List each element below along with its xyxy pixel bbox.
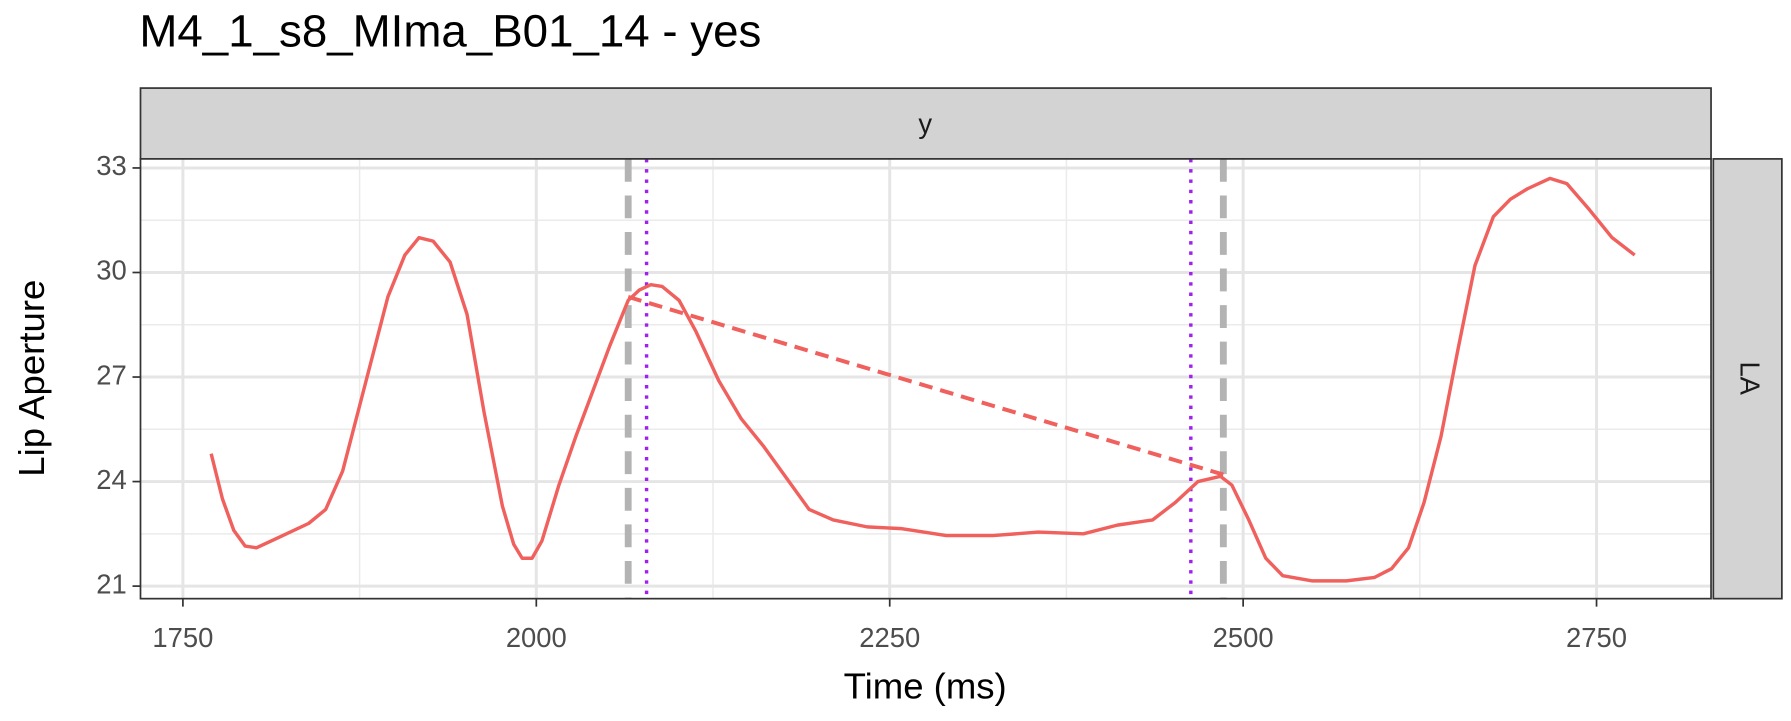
x-tick-label: 2500 xyxy=(1213,622,1274,653)
panel-border xyxy=(139,158,1712,600)
x-tick-label: 2250 xyxy=(859,622,920,653)
y-tick-label: 21 xyxy=(96,568,126,599)
x-tick-label: 2000 xyxy=(506,622,567,653)
segment-line xyxy=(627,294,1224,477)
chart-title: M4_1_s8_MIma_B01_14 - yes xyxy=(139,5,761,56)
x-tick-label: 2750 xyxy=(1566,622,1627,653)
facet-strip-top xyxy=(139,87,1712,160)
data-line xyxy=(209,176,1636,583)
facet-label: y xyxy=(918,108,932,139)
x-axis-label: Time (ms) xyxy=(844,666,1007,707)
facet-label: LA xyxy=(1734,361,1765,395)
y-tick-label: 30 xyxy=(96,255,126,286)
y-tick-label: 33 xyxy=(96,150,126,181)
x-tick-label: 1750 xyxy=(152,622,213,653)
y-tick-label: 27 xyxy=(96,359,126,390)
facet-strip-right xyxy=(1712,158,1783,600)
y-axis-label: Lip Aperture xyxy=(11,280,52,477)
plot-area: 1750 2000 2250 2500 2750 21 24 27 30 33 xyxy=(96,150,1712,653)
panel-background xyxy=(140,158,1712,599)
y-tick-label: 24 xyxy=(96,464,126,495)
